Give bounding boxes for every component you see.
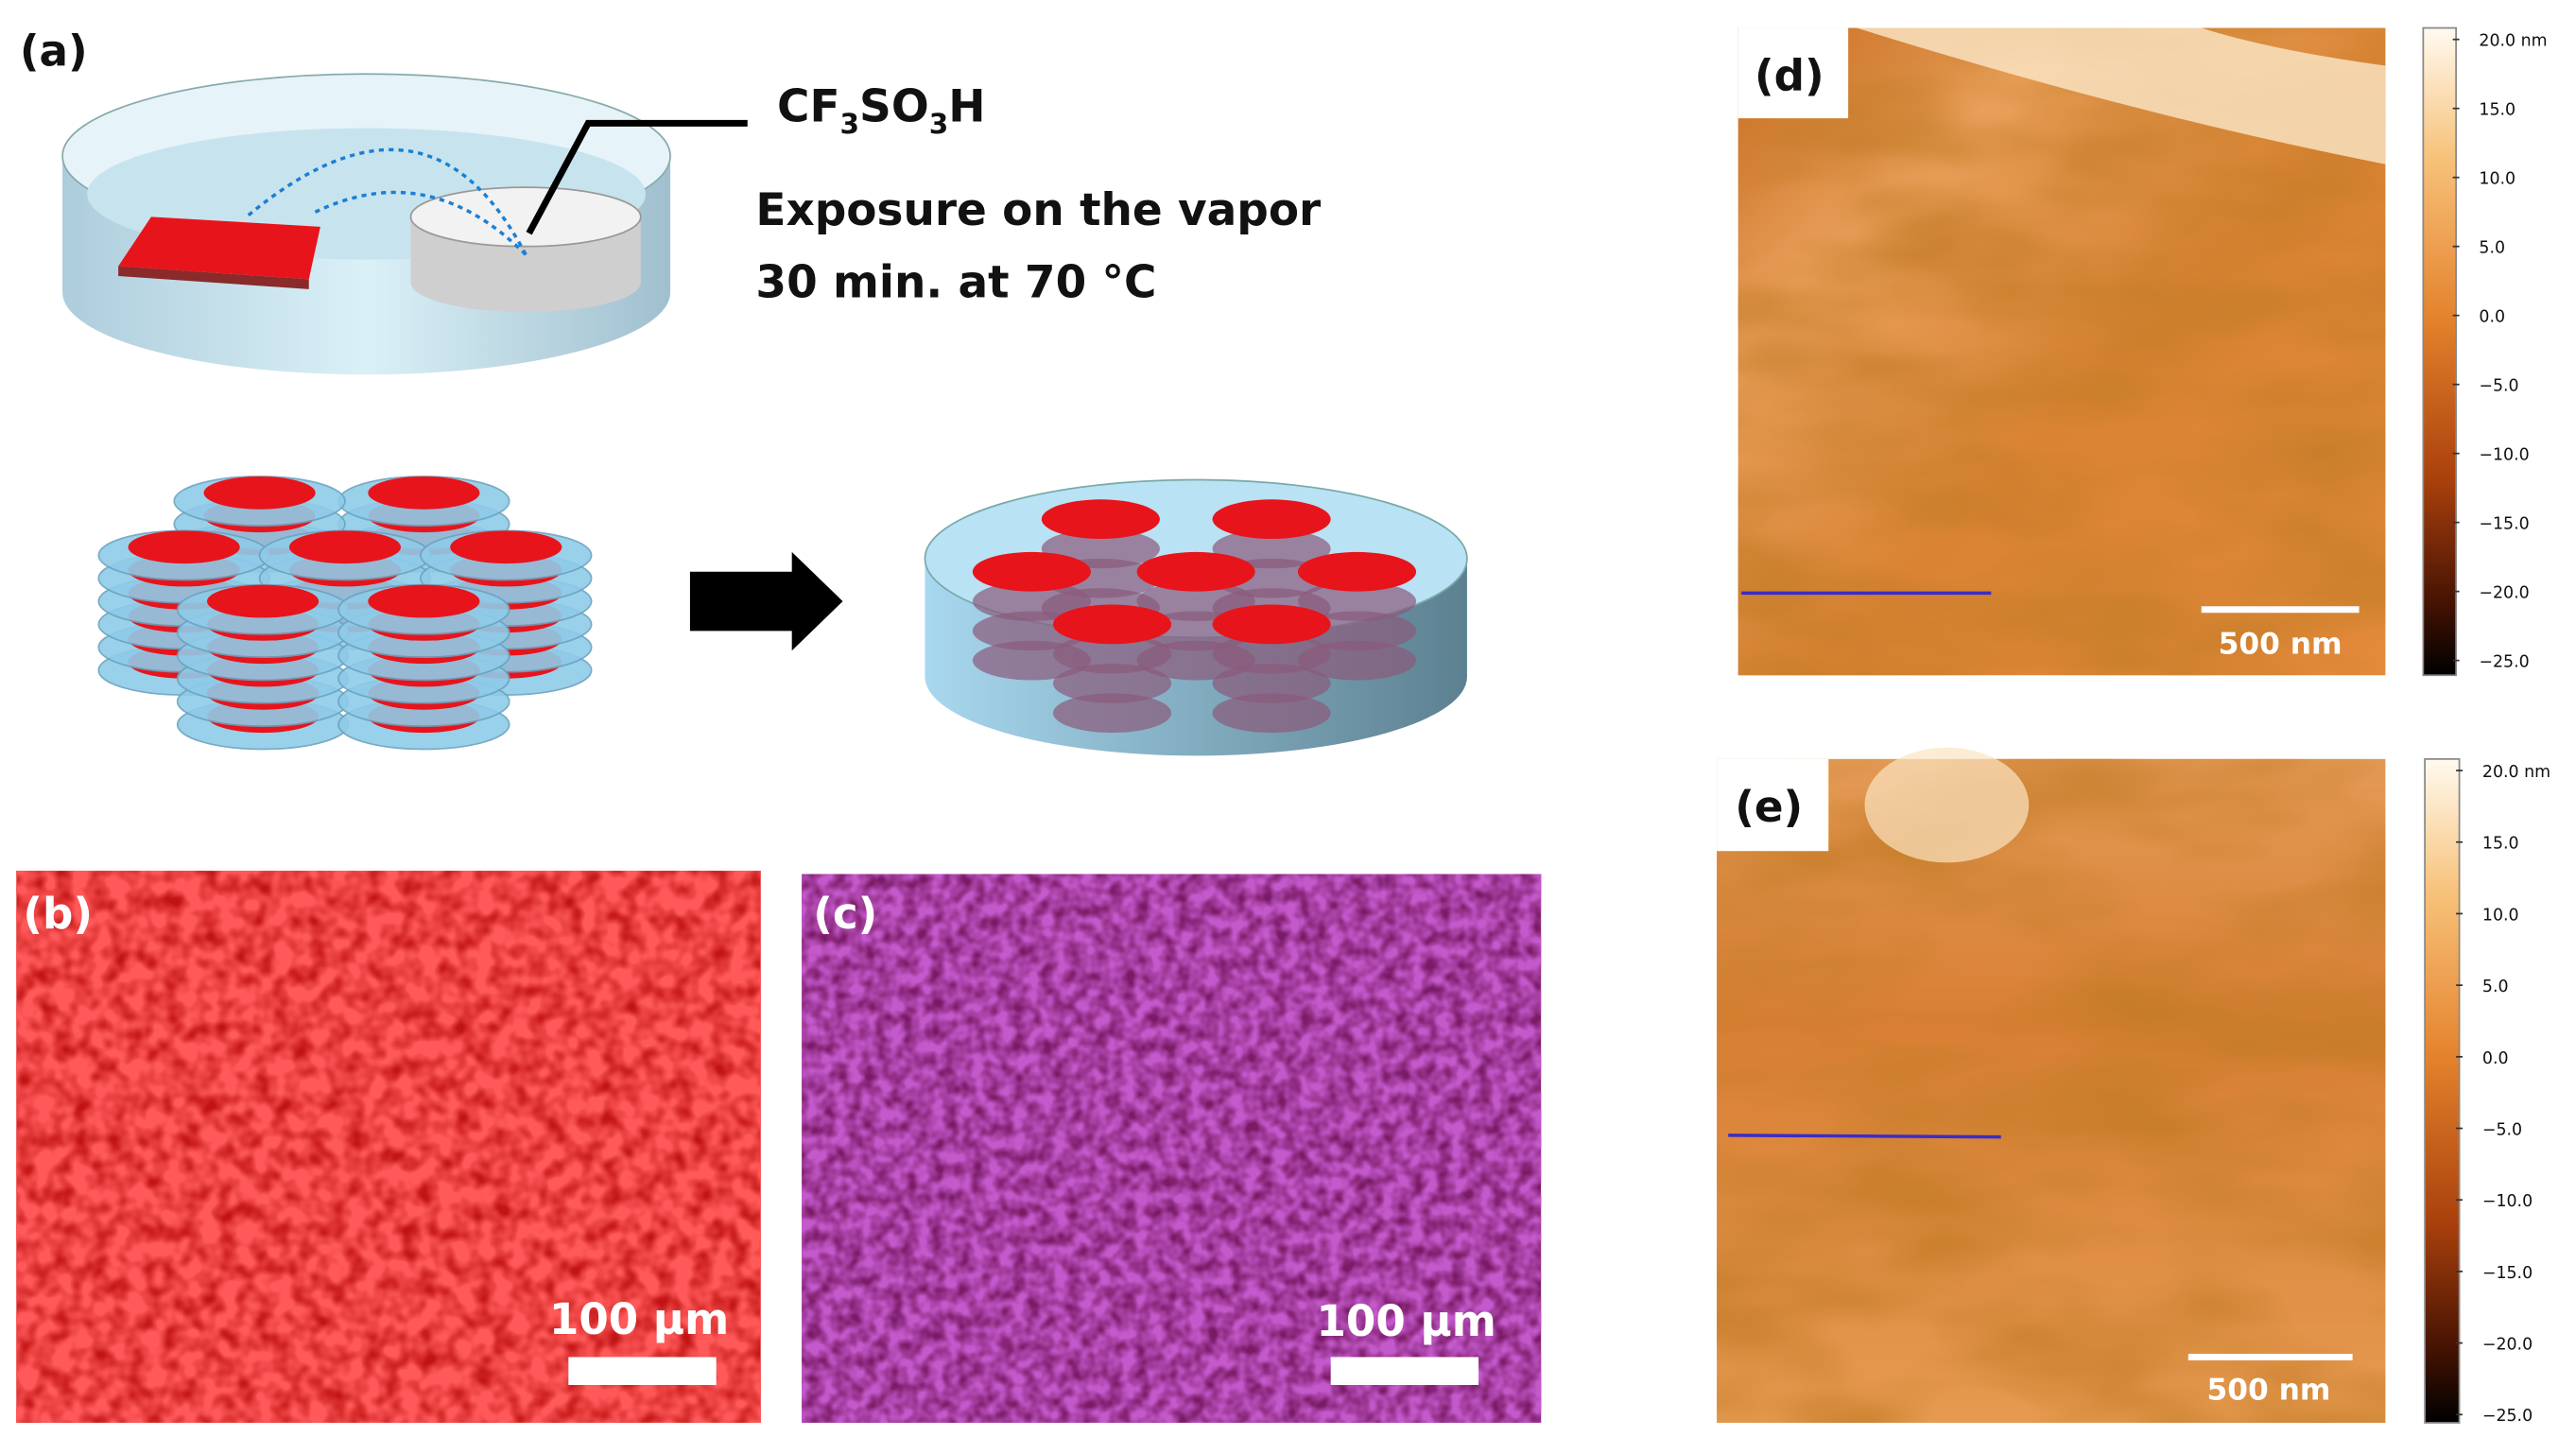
- scale-bar-label: 100 µm: [1316, 1296, 1495, 1346]
- colorbar-tick-label: −25.0: [2479, 653, 2529, 672]
- micrograph-texture: [16, 871, 761, 1423]
- panel-label: (e): [1735, 782, 1803, 832]
- disc-core: [1041, 499, 1160, 540]
- panel-label: (b): [23, 889, 93, 939]
- colorbar-tick-label: −20.0: [2479, 584, 2529, 603]
- buried-disc: [1212, 664, 1331, 703]
- disc-core: [368, 476, 480, 510]
- colorbar: [2422, 26, 2457, 677]
- colorbar: [2424, 758, 2461, 1424]
- formula: CF3SO3H: [777, 81, 986, 140]
- disc-core: [450, 530, 562, 564]
- caption-line: Exposure on the vapor: [755, 184, 1321, 236]
- disc-core: [1212, 604, 1331, 645]
- disc-core: [1297, 551, 1417, 592]
- colorbar-tick-label: −15.0: [2479, 515, 2529, 534]
- colorbar-tick-label: −15.0: [2482, 1264, 2533, 1283]
- colorbar-tick-label: −5.0: [2482, 1120, 2522, 1139]
- disc-core: [972, 551, 1091, 592]
- afm-feature: [1864, 747, 2030, 863]
- disc-core: [1052, 604, 1172, 645]
- buried-disc: [1136, 581, 1255, 621]
- colorbar-tick-label: 15.0: [2479, 101, 2515, 120]
- formula-part: SO: [859, 81, 929, 133]
- afm-ridge: [1856, 27, 2386, 164]
- merged-disc: [924, 478, 1468, 756]
- buried-disc: [1052, 664, 1172, 703]
- disc-core: [368, 584, 480, 618]
- colorbar-tick-label: −25.0: [2482, 1407, 2533, 1426]
- disc-core: [128, 530, 240, 564]
- arrow: [689, 551, 843, 651]
- stacked-discs: [97, 476, 593, 751]
- colorbar-tick-label: 10.0: [2479, 170, 2515, 189]
- scale-bar-label: 500 nm: [2219, 628, 2343, 662]
- colorbar-tick-label: 20.0 nm: [2479, 32, 2547, 51]
- formula-part: CF: [777, 81, 839, 133]
- colorbar-tick-label: −20.0: [2482, 1336, 2533, 1355]
- colorbar-tick-label: −10.0: [2479, 446, 2529, 465]
- buried-disc: [1052, 633, 1172, 674]
- profile-line: [1728, 1134, 2001, 1139]
- colorbar-tick-label: 5.0: [2482, 978, 2509, 996]
- micrograph-texture: [802, 874, 1542, 1423]
- label-box: [1738, 27, 1849, 119]
- scale-bar-label: 500 nm: [2206, 1374, 2330, 1408]
- disc-core: [1212, 499, 1331, 540]
- disc-core: [1136, 551, 1255, 592]
- disc-core: [203, 476, 316, 510]
- scale-bar-label: 100 µm: [549, 1294, 729, 1344]
- buried-disc: [1212, 693, 1331, 734]
- colorbar-tick-label: 5.0: [2479, 239, 2505, 258]
- buried-disc: [1212, 633, 1331, 674]
- label-box: [1717, 758, 1829, 852]
- panel-label: (d): [1755, 51, 1824, 101]
- formula-part: 3: [929, 108, 949, 140]
- colorbar-tick-label: −10.0: [2482, 1192, 2533, 1211]
- scale-bar: [568, 1357, 717, 1386]
- caption-line: 30 min. at 70 °C: [755, 257, 1156, 309]
- scale-bar: [1330, 1357, 1479, 1386]
- colorbar-tick-label: 10.0: [2482, 906, 2519, 925]
- buried-disc: [1212, 528, 1331, 569]
- scale-bar: [2201, 606, 2360, 614]
- panel-label: (c): [813, 889, 877, 939]
- colorbar-tick-label: −5.0: [2479, 377, 2518, 396]
- panel-label: (a): [20, 26, 88, 77]
- colorbar-tick-label: 15.0: [2482, 835, 2519, 854]
- scale-bar: [2187, 1353, 2353, 1360]
- disc-core: [288, 530, 402, 564]
- disc-core: [206, 584, 320, 618]
- colorbar-tick-label: 20.0 nm: [2482, 763, 2550, 782]
- buried-disc: [1052, 693, 1172, 734]
- colorbar-tick-label: 0.0: [2479, 308, 2505, 327]
- formula-part: H: [948, 81, 985, 133]
- formula-part: 3: [839, 108, 859, 140]
- buried-disc: [972, 581, 1091, 621]
- buried-disc: [1297, 581, 1417, 621]
- colorbar-tick-label: 0.0: [2482, 1049, 2509, 1068]
- dish: [61, 73, 748, 375]
- afm-texture: [1717, 758, 2386, 1423]
